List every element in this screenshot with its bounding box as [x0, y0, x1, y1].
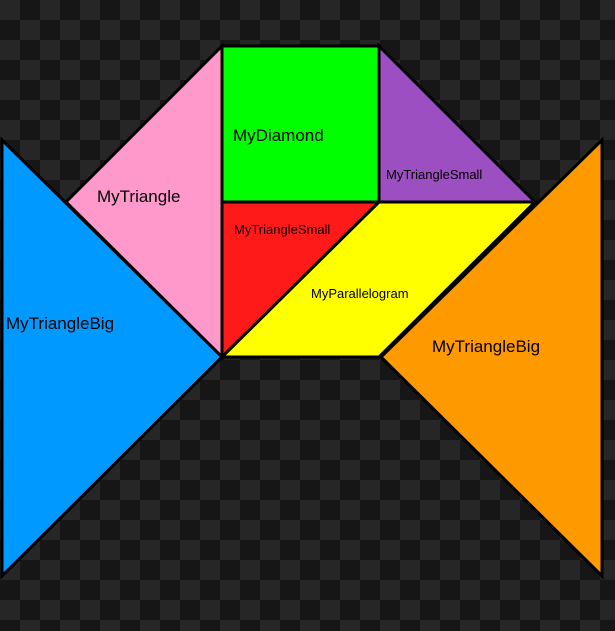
label-triangle-small-red: MyTriangleSmall [234, 222, 330, 237]
label-triangle-big-right: MyTriangleBig [432, 337, 540, 356]
triangle-big-right[interactable] [378, 136, 604, 580]
label-triangle-big-left: MyTriangleBig [6, 314, 114, 333]
label-diamond: MyDiamond [233, 126, 324, 145]
label-triangle: MyTriangle [97, 187, 180, 206]
label-parallelogram: MyParallelogram [311, 286, 409, 301]
label-triangle-small-top: MyTriangleSmall [386, 167, 482, 182]
diamond-square[interactable] [220, 44, 381, 204]
